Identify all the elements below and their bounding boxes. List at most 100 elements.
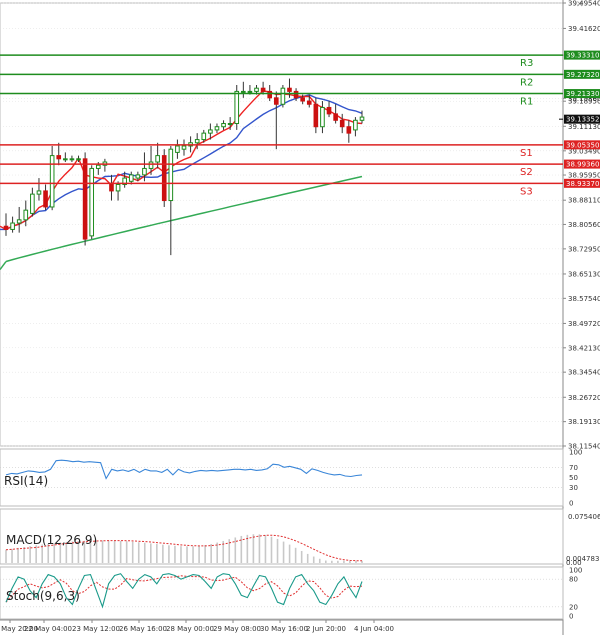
candle-bearish xyxy=(326,106,332,115)
rsi-tick-label: 30 xyxy=(569,484,578,492)
rsi-tick-label: 50 xyxy=(569,474,578,482)
rsi-line xyxy=(5,459,363,480)
price-tick-label: 38.88110 xyxy=(568,197,600,205)
price-tick-label: 39.11130 xyxy=(568,123,600,131)
macd-tick-label: 0.00 xyxy=(566,559,582,567)
candle-bullish xyxy=(49,155,55,208)
stoch-k-line xyxy=(5,573,363,609)
rsi-pane[interactable]: 100 70 50 30 0 RSI(14) xyxy=(0,448,582,508)
level-price-tag xyxy=(564,89,600,99)
current-price-tag-text: 39.13352 xyxy=(566,116,599,124)
candle-bullish xyxy=(115,184,121,192)
time-tick-label: 21 May 20:00 xyxy=(0,625,38,633)
candle-bullish xyxy=(227,123,233,126)
candle-bearish xyxy=(346,126,352,134)
price-tick-label: 39.41620 xyxy=(568,25,600,33)
candle-bullish xyxy=(122,177,127,186)
rsi-tick-label: 0 xyxy=(569,500,573,508)
price-tick-label: 38.57540 xyxy=(568,295,600,303)
rsi-pane-frame xyxy=(0,448,564,507)
candle-bullish xyxy=(76,158,81,161)
candle-bullish xyxy=(30,193,35,214)
time-tick-label: 23 May 12:00 xyxy=(72,625,120,633)
stoch-tick-label: 0 xyxy=(569,613,573,621)
price-tick-label: 38.42130 xyxy=(568,344,600,352)
candle-bullish xyxy=(194,139,200,144)
candle-bullish xyxy=(16,219,22,224)
rsi-tick-label: 100 xyxy=(569,449,582,457)
level-price-tag xyxy=(564,140,600,150)
time-tick-label: 30 May 16:00 xyxy=(260,625,308,633)
price-tick-label: 38.95950 xyxy=(568,172,600,180)
candle-bullish xyxy=(69,158,75,161)
candle-bearish xyxy=(273,97,279,105)
time-tick-label: 22 May 04:00 xyxy=(24,625,72,633)
level-price-tag-text: 39.21330 xyxy=(566,90,599,98)
candle-bullish xyxy=(95,164,101,169)
candle-bullish xyxy=(359,116,365,121)
level-price-tag-text: 38.93370 xyxy=(566,180,599,188)
candle-bullish xyxy=(89,167,95,237)
candle-bullish xyxy=(201,132,207,141)
candle-bearish xyxy=(300,97,305,102)
candle-bearish xyxy=(267,90,273,99)
price-tick-label: 38.80560 xyxy=(568,221,600,229)
macd-tick-label: 0.075406 xyxy=(568,513,600,521)
candle-bearish xyxy=(161,155,167,202)
level-price-tag xyxy=(564,69,600,79)
price-tick-label: 38.11540 xyxy=(568,443,600,451)
level-label-r3: R3 xyxy=(520,58,533,69)
candle-bullish xyxy=(320,106,325,128)
candle-bullish xyxy=(155,155,160,163)
current-price-tag xyxy=(564,114,600,124)
candle-bearish xyxy=(82,158,88,240)
candle-bullish xyxy=(214,126,220,131)
level-label-r1: R1 xyxy=(520,97,533,108)
candle-bullish xyxy=(142,167,147,176)
candle-bearish xyxy=(293,90,299,99)
candle-bullish xyxy=(10,222,15,230)
candle-bullish xyxy=(234,90,240,125)
time-tick-label: 29 May 08:00 xyxy=(213,625,261,633)
rsi-tick-label: 70 xyxy=(569,464,578,472)
price-tick-label: 39.03490 xyxy=(568,147,600,155)
candle-bullish xyxy=(128,174,134,182)
candle-bullish xyxy=(353,119,358,131)
level-price-tag-text: 39.05350 xyxy=(566,141,599,149)
stoch-pane-frame xyxy=(0,566,564,620)
candle-bearish xyxy=(109,184,114,192)
moving-average-slow-extension xyxy=(0,261,7,271)
time-tick-label: 2 Jun 20:00 xyxy=(306,625,346,633)
candle-bullish xyxy=(181,145,187,150)
candle-bullish xyxy=(175,145,180,153)
candle-bearish xyxy=(339,119,345,128)
candle-bearish xyxy=(43,190,48,208)
panel-close-icon[interactable]: ✕ xyxy=(576,0,584,10)
candle-bullish xyxy=(23,209,29,221)
level-price-tag-text: 39.33310 xyxy=(566,52,599,60)
moving-average-slow xyxy=(5,175,363,263)
level-label-s3: S3 xyxy=(520,186,533,197)
time-tick-label: 28 May 00:00 xyxy=(166,625,214,633)
candle-bullish xyxy=(247,90,253,93)
candle-bullish xyxy=(241,90,246,93)
candle-bullish xyxy=(254,87,259,92)
macd-label: MACD(12,26,9) xyxy=(6,533,97,547)
price-tick-label: 39.19860 xyxy=(568,95,600,103)
level-price-tag xyxy=(564,178,600,188)
candle-bullish xyxy=(208,129,213,134)
level-label-s2: S2 xyxy=(520,167,533,178)
candle-bearish xyxy=(3,225,9,230)
candle-bullish xyxy=(148,161,154,169)
candle-bearish xyxy=(313,103,319,128)
macd-tick-label: 0.004783 xyxy=(566,555,599,563)
candle-bearish xyxy=(287,87,292,92)
price-tick-label: 38.19130 xyxy=(568,418,600,426)
level-price-tag xyxy=(564,50,600,60)
candle-bullish xyxy=(221,123,226,128)
stoch-label: Stoch(9,6,3) xyxy=(6,589,80,603)
